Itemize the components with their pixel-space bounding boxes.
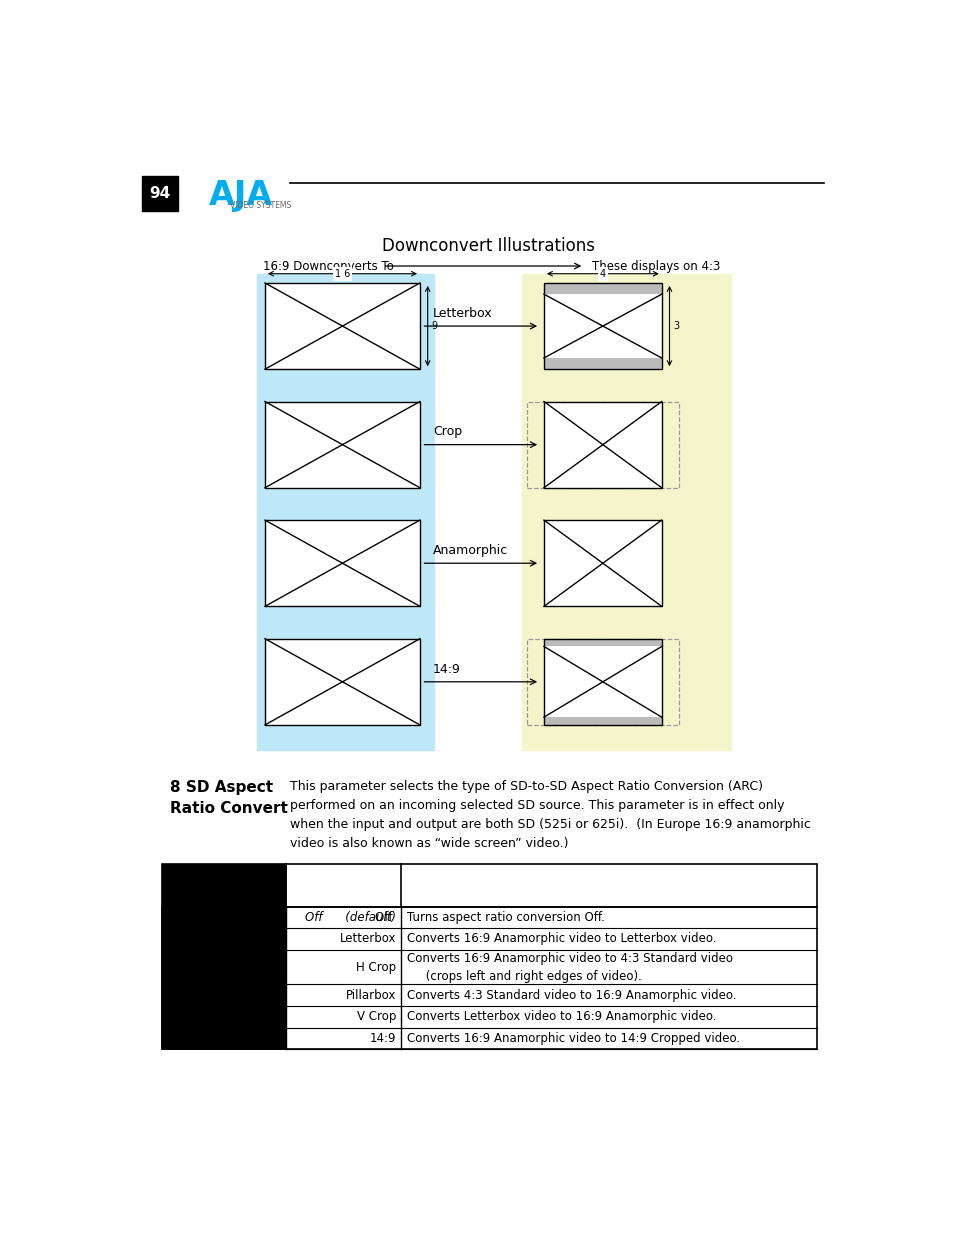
Text: Off: Off bbox=[375, 911, 395, 924]
Text: Off         (default): Off (default) bbox=[305, 911, 395, 924]
Text: Anamorphic: Anamorphic bbox=[433, 545, 508, 557]
Text: Selections: Selections bbox=[292, 879, 364, 892]
Text: Converts 16:9 Anamorphic video to Letterbox video.: Converts 16:9 Anamorphic video to Letter… bbox=[406, 932, 716, 946]
Text: Selection Descriptions: Selection Descriptions bbox=[406, 879, 563, 892]
Text: Converts Letterbox video to 16:9 Anamorphic video.: Converts Letterbox video to 16:9 Anamorp… bbox=[406, 1010, 716, 1024]
Bar bbox=[526, 638, 679, 725]
Bar bbox=[142, 175, 178, 211]
Text: 16:9 Downconverts To: 16:9 Downconverts To bbox=[262, 259, 393, 273]
Bar bbox=[265, 520, 419, 606]
Bar bbox=[543, 401, 661, 488]
Bar bbox=[543, 283, 661, 369]
Bar bbox=[543, 283, 661, 369]
Bar bbox=[162, 864, 286, 906]
Bar bbox=[543, 358, 661, 369]
Bar bbox=[521, 274, 731, 750]
Text: Turns aspect ratio conversion Off.: Turns aspect ratio conversion Off. bbox=[406, 911, 604, 924]
Text: This parameter selects the type of SD-to-SD Aspect Ratio Conversion (ARC)
perfor: This parameter selects the type of SD-to… bbox=[290, 779, 810, 850]
Text: 14:9: 14:9 bbox=[433, 663, 460, 676]
Text: Downconvert Illustrations: Downconvert Illustrations bbox=[382, 237, 595, 254]
Text: 3: 3 bbox=[673, 321, 679, 331]
Text: Converts 16:9 Anamorphic video to 14:9 Cropped video.: Converts 16:9 Anamorphic video to 14:9 C… bbox=[406, 1031, 740, 1045]
Bar bbox=[543, 638, 661, 646]
Bar bbox=[543, 520, 661, 606]
Text: Converts 4:3 Standard video to 16:9 Anamorphic video.: Converts 4:3 Standard video to 16:9 Anam… bbox=[406, 989, 736, 1002]
Bar bbox=[265, 401, 419, 488]
Text: Crop: Crop bbox=[433, 426, 462, 438]
Bar bbox=[286, 864, 816, 906]
Bar bbox=[543, 638, 661, 725]
Text: Pillarbox: Pillarbox bbox=[345, 989, 395, 1002]
Bar bbox=[265, 638, 419, 725]
Text: Letterbox: Letterbox bbox=[339, 932, 395, 946]
Bar bbox=[543, 718, 661, 725]
Bar bbox=[543, 283, 661, 294]
Bar bbox=[543, 638, 661, 725]
Text: 8 SD Aspect Ratio
  Convert: 8 SD Aspect Ratio Convert bbox=[161, 869, 286, 902]
Bar bbox=[265, 283, 419, 369]
Text: H Crop: H Crop bbox=[355, 961, 395, 973]
Text: Letterbox: Letterbox bbox=[433, 308, 493, 320]
Text: 94: 94 bbox=[150, 186, 171, 201]
Text: AJA: AJA bbox=[208, 179, 273, 212]
Text: V Crop: V Crop bbox=[356, 1010, 395, 1024]
Text: 4: 4 bbox=[599, 269, 605, 279]
Text: 8 SD Aspect
Ratio Convert: 8 SD Aspect Ratio Convert bbox=[170, 779, 287, 815]
Text: VIDEO SYSTEMS: VIDEO SYSTEMS bbox=[231, 200, 292, 210]
Text: 9: 9 bbox=[431, 321, 437, 331]
Text: Converts 16:9 Anamorphic video to 4:3 Standard video
     (crops left and right : Converts 16:9 Anamorphic video to 4:3 St… bbox=[406, 952, 732, 983]
Bar bbox=[526, 401, 679, 488]
Text: 1 6: 1 6 bbox=[335, 269, 350, 279]
Text: These displays on 4:3: These displays on 4:3 bbox=[592, 259, 720, 273]
Bar bbox=[162, 906, 816, 1049]
Bar bbox=[257, 274, 434, 750]
Bar bbox=[162, 906, 286, 1049]
Text: 14:9: 14:9 bbox=[369, 1031, 395, 1045]
